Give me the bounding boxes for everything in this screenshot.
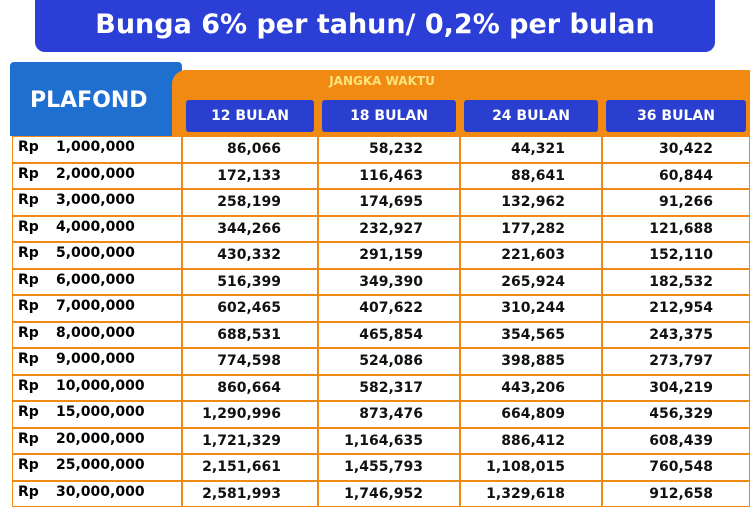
installment-cell: 172,133 — [182, 163, 318, 190]
installment-cell: 116,463 — [318, 163, 460, 190]
currency: Rp — [18, 192, 39, 208]
installment-cell: 174,695 — [318, 189, 460, 216]
installment-cell: 774,598 — [182, 348, 318, 375]
installment-cell: 243,375 — [602, 322, 750, 349]
plafond-amount: 25,000,000 — [56, 457, 145, 473]
installment-cell: 232,927 — [318, 216, 460, 243]
plafond-header: PLAFOND — [10, 62, 182, 136]
column-header: 18 BULAN — [322, 100, 456, 132]
installment-cell: 177,282 — [460, 216, 602, 243]
plafond-amount: 5,000,000 — [56, 245, 135, 261]
installment-cell: 265,924 — [460, 269, 602, 296]
installment-cell: 430,332 — [182, 242, 318, 269]
currency: Rp — [18, 298, 39, 314]
plafond-amount: 9,000,000 — [56, 351, 135, 367]
installment-cell: 344,266 — [182, 216, 318, 243]
currency: Rp — [18, 325, 39, 341]
plafond-amount: 20,000,000 — [56, 431, 145, 447]
installment-cell: 1,108,015 — [460, 454, 602, 481]
currency: Rp — [18, 351, 39, 367]
installment-cell: 608,439 — [602, 428, 750, 455]
installment-cell: 860,664 — [182, 375, 318, 402]
installment-cell: 873,476 — [318, 401, 460, 428]
installment-cell: 2,151,661 — [182, 454, 318, 481]
installment-cell: 258,199 — [182, 189, 318, 216]
installment-cell: 465,854 — [318, 322, 460, 349]
installment-cell: 443,206 — [460, 375, 602, 402]
currency: Rp — [18, 378, 39, 394]
plafond-amount: 15,000,000 — [56, 404, 145, 420]
currency: Rp — [18, 484, 39, 500]
plafond-amount: 8,000,000 — [56, 325, 135, 341]
installment-cell: 582,317 — [318, 375, 460, 402]
installment-cell: 398,885 — [460, 348, 602, 375]
installment-cell: 516,399 — [182, 269, 318, 296]
plafond-amount: 3,000,000 — [56, 192, 135, 208]
installment-cell: 456,329 — [602, 401, 750, 428]
installment-cell: 349,390 — [318, 269, 460, 296]
title-banner: Bunga 6% per tahun/ 0,2% per bulan — [35, 0, 715, 52]
installment-cell: 1,746,952 — [318, 481, 460, 507]
installment-cell: 212,954 — [602, 295, 750, 322]
currency: Rp — [18, 245, 39, 261]
plafond-amount: 6,000,000 — [56, 272, 135, 288]
installment-cell: 86,066 — [182, 136, 318, 163]
installment-cell: 688,531 — [182, 322, 318, 349]
installment-cell: 221,603 — [460, 242, 602, 269]
installment-cell: 524,086 — [318, 348, 460, 375]
installment-cell: 2,581,993 — [182, 481, 318, 507]
plafond-amount: 30,000,000 — [56, 484, 145, 500]
currency: Rp — [18, 404, 39, 420]
installment-cell: 1,329,618 — [460, 481, 602, 507]
installment-cell: 760,548 — [602, 454, 750, 481]
installment-cell: 273,797 — [602, 348, 750, 375]
installment-cell: 407,622 — [318, 295, 460, 322]
plafond-amount: 1,000,000 — [56, 139, 135, 155]
installment-cell: 60,844 — [602, 163, 750, 190]
installment-cell: 291,159 — [318, 242, 460, 269]
plafond-amount: 2,000,000 — [56, 166, 135, 182]
installment-cell: 132,962 — [460, 189, 602, 216]
currency: Rp — [18, 166, 39, 182]
installment-cell: 602,465 — [182, 295, 318, 322]
currency: Rp — [18, 272, 39, 288]
column-header: 36 BULAN — [606, 100, 746, 132]
installment-cell: 88,641 — [460, 163, 602, 190]
installment-cell: 44,321 — [460, 136, 602, 163]
installment-cell: 182,532 — [602, 269, 750, 296]
installment-cell: 30,422 — [602, 136, 750, 163]
currency: Rp — [18, 457, 39, 473]
currency: Rp — [18, 431, 39, 447]
term-header: JANGKA WAKTU — [172, 74, 592, 88]
column-header: 24 BULAN — [464, 100, 598, 132]
installment-cell: 1,290,996 — [182, 401, 318, 428]
installment-cell: 58,232 — [318, 136, 460, 163]
installment-cell: 354,565 — [460, 322, 602, 349]
installment-cell: 121,688 — [602, 216, 750, 243]
column-header: 12 BULAN — [186, 100, 314, 132]
currency: Rp — [18, 219, 39, 235]
plafond-amount: 10,000,000 — [56, 378, 145, 394]
installment-cell: 1,455,793 — [318, 454, 460, 481]
installment-cell: 886,412 — [460, 428, 602, 455]
installment-cell: 664,809 — [460, 401, 602, 428]
installment-cell: 912,658 — [602, 481, 750, 507]
installment-cell: 1,721,329 — [182, 428, 318, 455]
installment-cell: 310,244 — [460, 295, 602, 322]
installment-cell: 1,164,635 — [318, 428, 460, 455]
installment-cell: 91,266 — [602, 189, 750, 216]
installment-cell: 152,110 — [602, 242, 750, 269]
installment-cell: 304,219 — [602, 375, 750, 402]
plafond-amount: 7,000,000 — [56, 298, 135, 314]
currency: Rp — [18, 139, 39, 155]
plafond-amount: 4,000,000 — [56, 219, 135, 235]
